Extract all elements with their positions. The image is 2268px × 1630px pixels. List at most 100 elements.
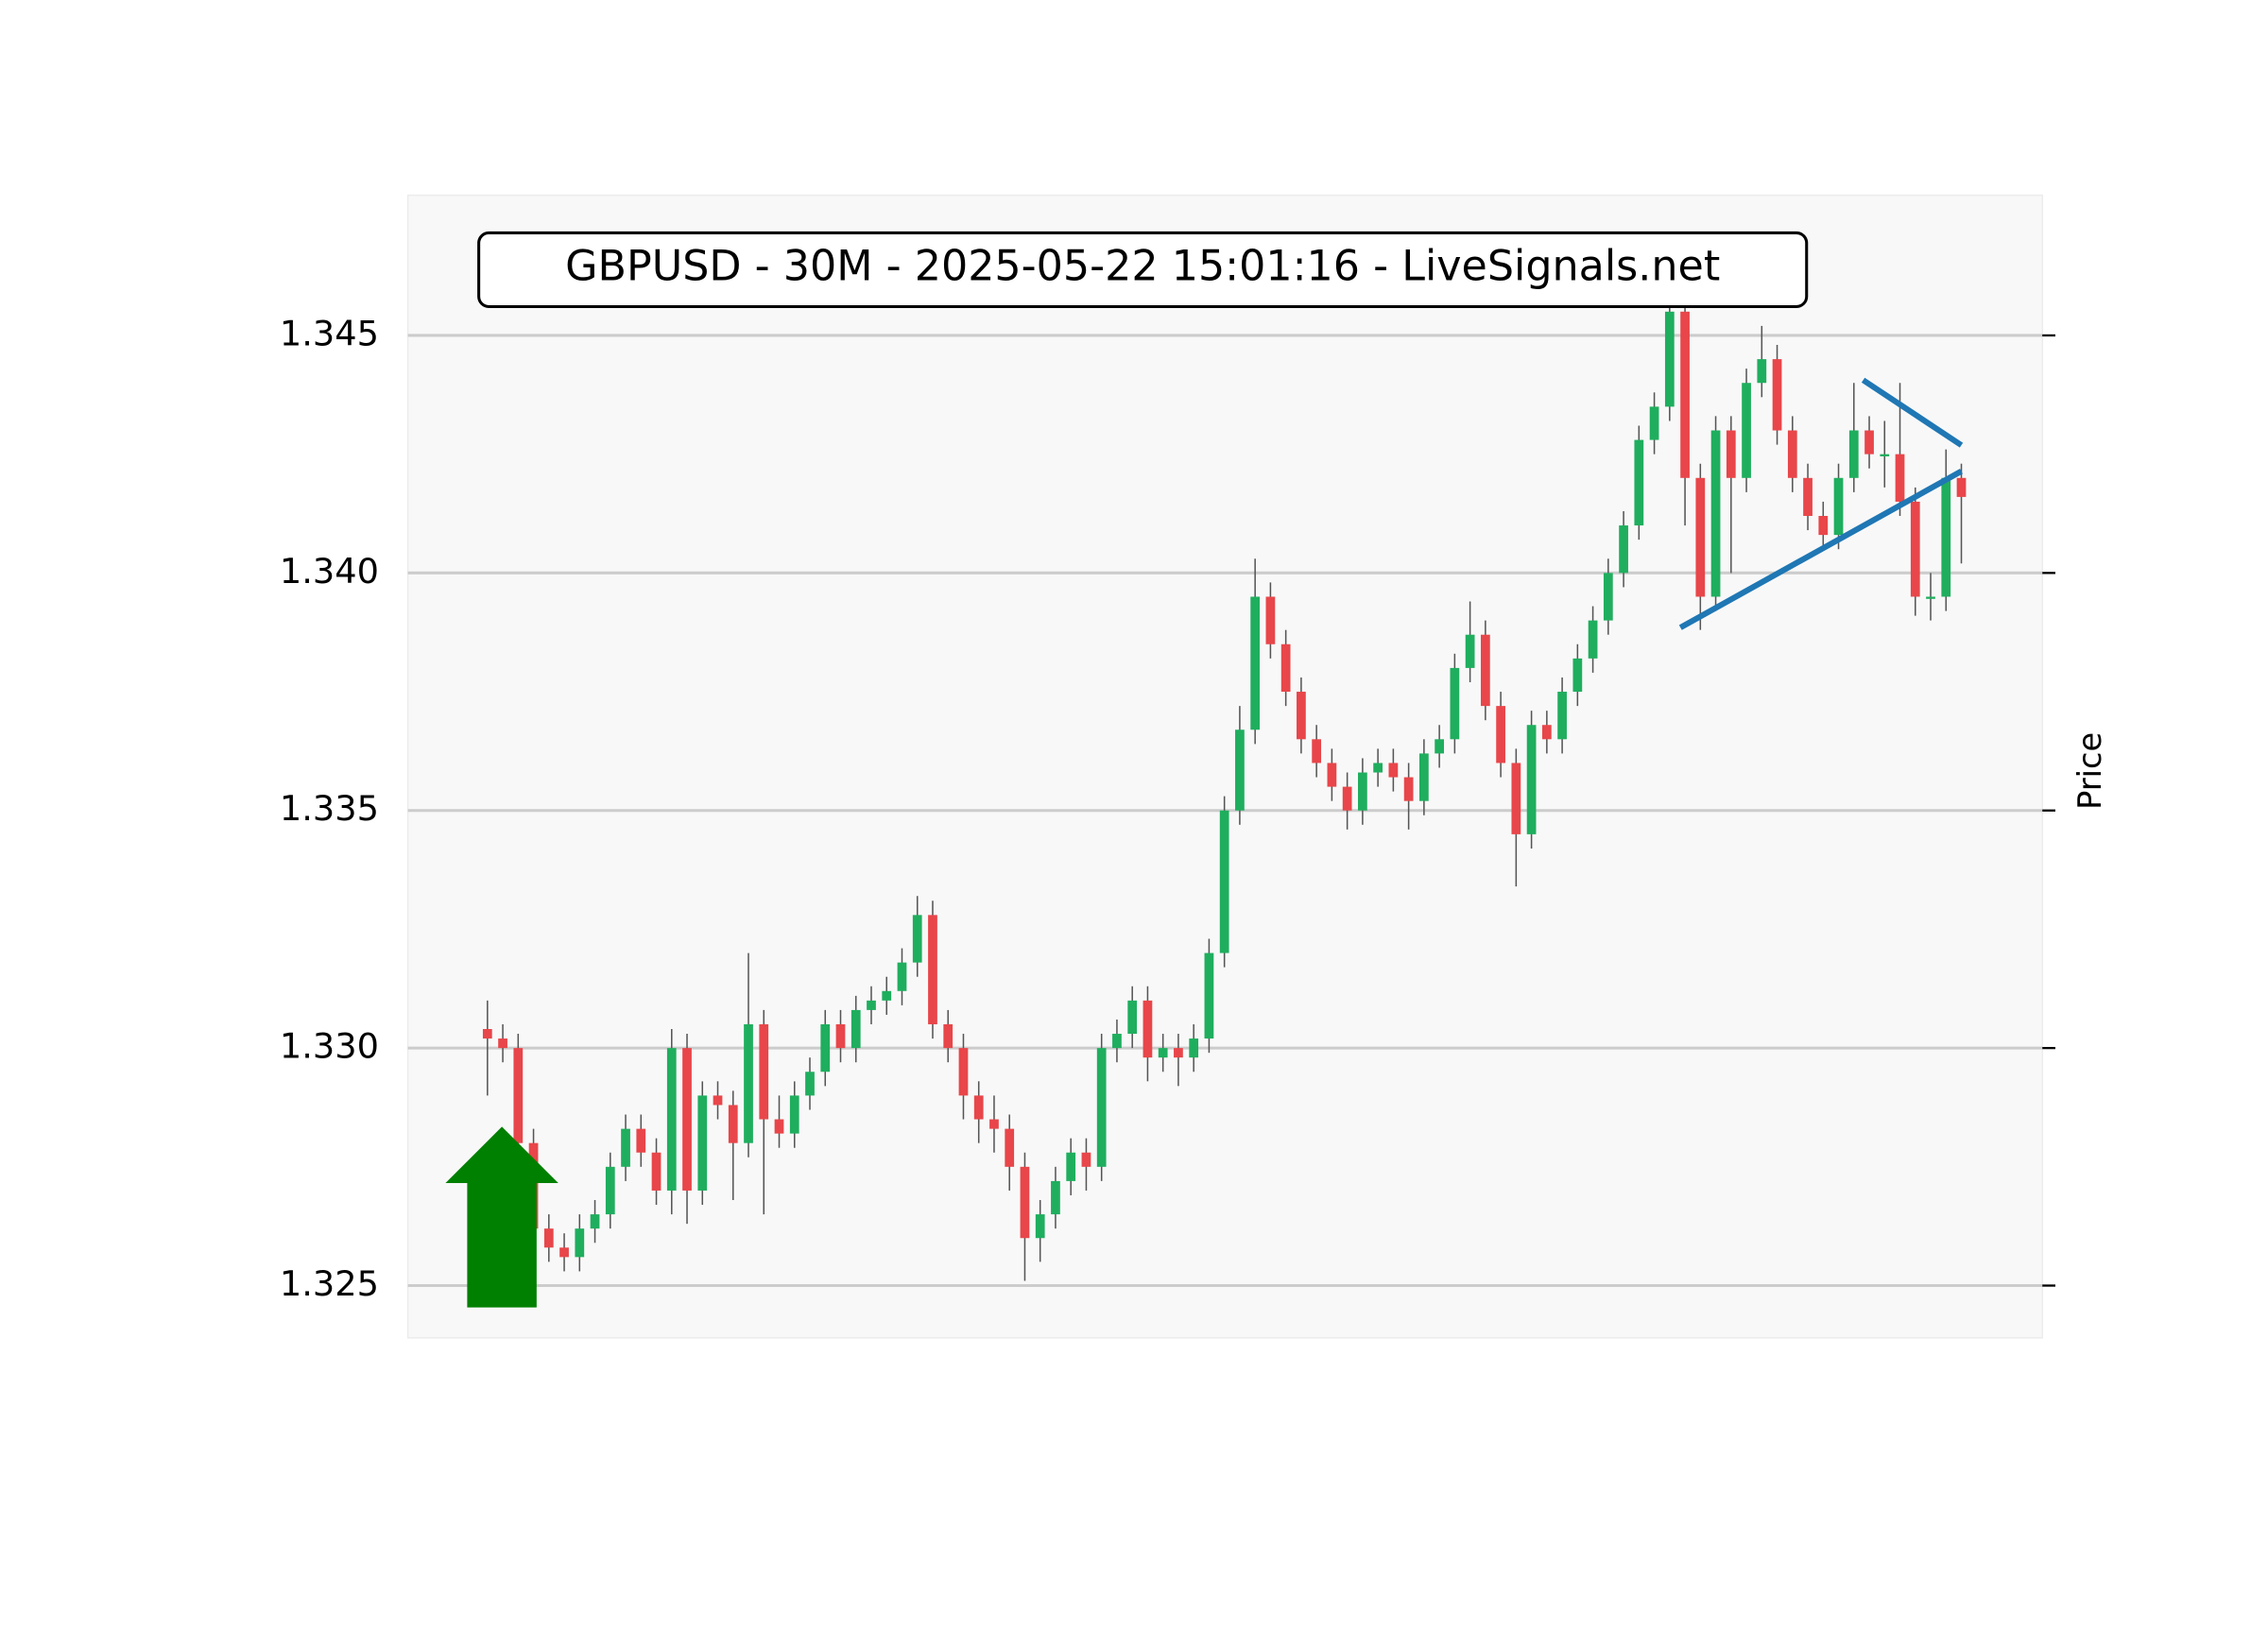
candle-body xyxy=(1848,430,1859,478)
buy-arrow-shape xyxy=(445,1126,558,1308)
y-tick-label: 1.325 xyxy=(280,1263,379,1304)
y-axis-label: Price xyxy=(2071,732,2108,810)
candle-body xyxy=(1312,739,1322,764)
candle-body xyxy=(1496,706,1505,764)
candle-body xyxy=(882,990,892,1001)
candle-body xyxy=(1511,763,1521,834)
candle-body xyxy=(1096,1048,1107,1167)
candle-body xyxy=(1465,634,1475,668)
candle-body xyxy=(621,1128,630,1167)
candle-body xyxy=(989,1119,999,1129)
chart-title: GBPUSD - 30M - 2025-05-22 15:01:16 - Liv… xyxy=(565,243,1720,291)
candle-body xyxy=(559,1247,569,1258)
candle-body xyxy=(744,1023,753,1143)
candle-body xyxy=(728,1105,738,1143)
candle-body xyxy=(1327,763,1337,787)
trendline xyxy=(1678,468,1963,630)
candle-body xyxy=(1956,477,1967,497)
candle-body xyxy=(1818,516,1829,536)
y-tick-label: 1.340 xyxy=(280,551,379,592)
candle-body xyxy=(513,1048,524,1143)
candle-body xyxy=(1403,777,1414,801)
candle-body xyxy=(1787,430,1797,478)
candle-body xyxy=(1557,692,1567,740)
candle-body xyxy=(835,1023,846,1049)
candle-body xyxy=(1112,1034,1122,1049)
candle-body xyxy=(1926,596,1935,599)
candle-body xyxy=(575,1228,585,1258)
candle-body xyxy=(1373,763,1383,773)
candle-body xyxy=(1710,430,1721,597)
trendline xyxy=(1861,377,1964,448)
candle-body xyxy=(928,915,937,1024)
candle-body xyxy=(943,1023,954,1049)
candle-body xyxy=(1726,430,1736,478)
candle-body xyxy=(1035,1214,1045,1239)
grid: 1.325 1.330 1.335 1.340 1.345 xyxy=(280,313,2055,1304)
title-box xyxy=(477,231,1809,309)
candle-body xyxy=(651,1152,662,1191)
candle-body xyxy=(1634,439,1644,526)
candle-body xyxy=(1143,1000,1153,1058)
candle-body xyxy=(912,915,922,963)
candle-body xyxy=(1450,667,1460,740)
y-tick-label: 1.335 xyxy=(280,788,379,829)
candle-body xyxy=(543,1228,554,1248)
candle-body xyxy=(666,1048,677,1191)
candle-body xyxy=(1895,454,1905,502)
candle-body xyxy=(1342,786,1352,811)
candle-body xyxy=(1250,596,1261,730)
candle-body xyxy=(1051,1180,1060,1215)
candle-body xyxy=(1757,359,1767,384)
candle-body xyxy=(1880,454,1890,456)
candle-body xyxy=(1941,477,1951,597)
candle-body xyxy=(1235,729,1245,811)
candle-body xyxy=(636,1128,646,1153)
y-tick-label: 1.330 xyxy=(280,1026,379,1067)
candle-body xyxy=(1204,952,1214,1039)
candle-body xyxy=(1219,810,1229,953)
candle-body xyxy=(605,1166,615,1215)
candle-body xyxy=(1833,477,1844,536)
trendlines xyxy=(1678,377,1964,630)
candles xyxy=(482,278,1967,1281)
candle-body xyxy=(1695,477,1706,597)
candle-body xyxy=(1680,311,1690,478)
candle-body xyxy=(1619,525,1628,574)
candle-body xyxy=(1158,1048,1168,1058)
candle-body xyxy=(1388,763,1399,778)
y-tick-label: 1.345 xyxy=(280,313,379,353)
candle-body xyxy=(1664,311,1675,407)
candle-body xyxy=(498,1038,507,1049)
candle-body xyxy=(759,1023,769,1120)
candle-body xyxy=(1005,1128,1015,1167)
candle-body xyxy=(1910,501,1920,597)
candle-body xyxy=(805,1072,815,1096)
candle-body xyxy=(897,962,907,991)
candle-body xyxy=(1649,406,1659,440)
candle-body xyxy=(482,1029,492,1039)
candle-body xyxy=(1864,430,1874,455)
candle-body xyxy=(1189,1038,1199,1058)
candle-body xyxy=(697,1095,708,1191)
candle-body xyxy=(1297,692,1306,740)
candle-body xyxy=(1541,725,1552,740)
candle-body xyxy=(1081,1152,1091,1167)
candle-body xyxy=(789,1095,799,1134)
candle-body xyxy=(1772,359,1782,431)
candle-body xyxy=(867,1000,876,1010)
candle-body xyxy=(1435,739,1444,754)
candle-body xyxy=(1358,772,1367,811)
candle-body xyxy=(682,1048,692,1191)
buy-arrow xyxy=(445,1126,558,1308)
candle-body xyxy=(1742,383,1751,478)
candle-body xyxy=(820,1023,831,1072)
plot-area xyxy=(406,194,2043,1339)
candle-body xyxy=(1588,620,1598,659)
candle-body xyxy=(1127,1000,1138,1035)
candle-body xyxy=(1174,1048,1183,1058)
candle-body xyxy=(590,1214,600,1229)
candle-body xyxy=(1572,658,1583,693)
candle-body xyxy=(958,1048,969,1096)
candle-body xyxy=(1280,643,1291,693)
